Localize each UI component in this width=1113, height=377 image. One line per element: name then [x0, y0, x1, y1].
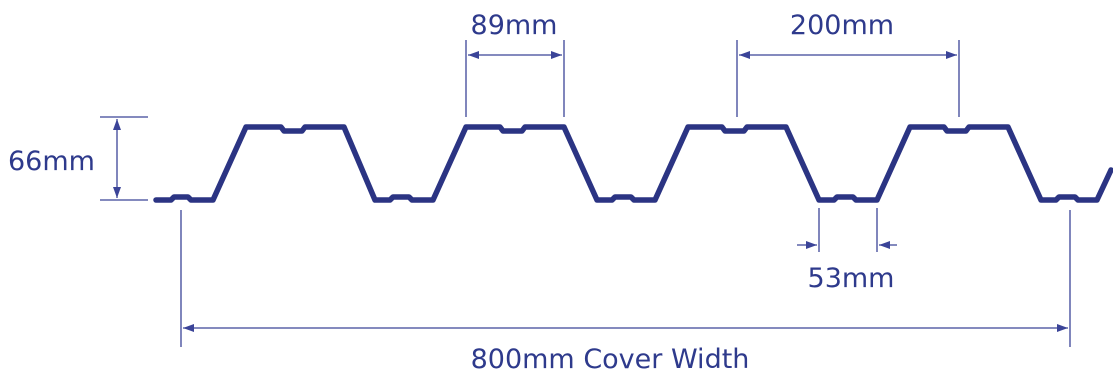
- cover-width-dimension: [180, 210, 1071, 347]
- pan-width-dimension: [797, 208, 897, 252]
- profile-depth-label: 66mm: [8, 146, 95, 177]
- rib-top-width-dimension: [465, 40, 565, 117]
- profile-depth-dimension: [100, 116, 148, 201]
- rib-pitch-label: 200mm: [790, 10, 894, 41]
- cover-width-label: 800mm Cover Width: [471, 344, 750, 375]
- pan-width-label: 53mm: [808, 263, 895, 294]
- sheet-profile: [153, 124, 1113, 203]
- rib-top-width-label: 89mm: [471, 10, 558, 41]
- rib-pitch-dimension: [736, 40, 960, 117]
